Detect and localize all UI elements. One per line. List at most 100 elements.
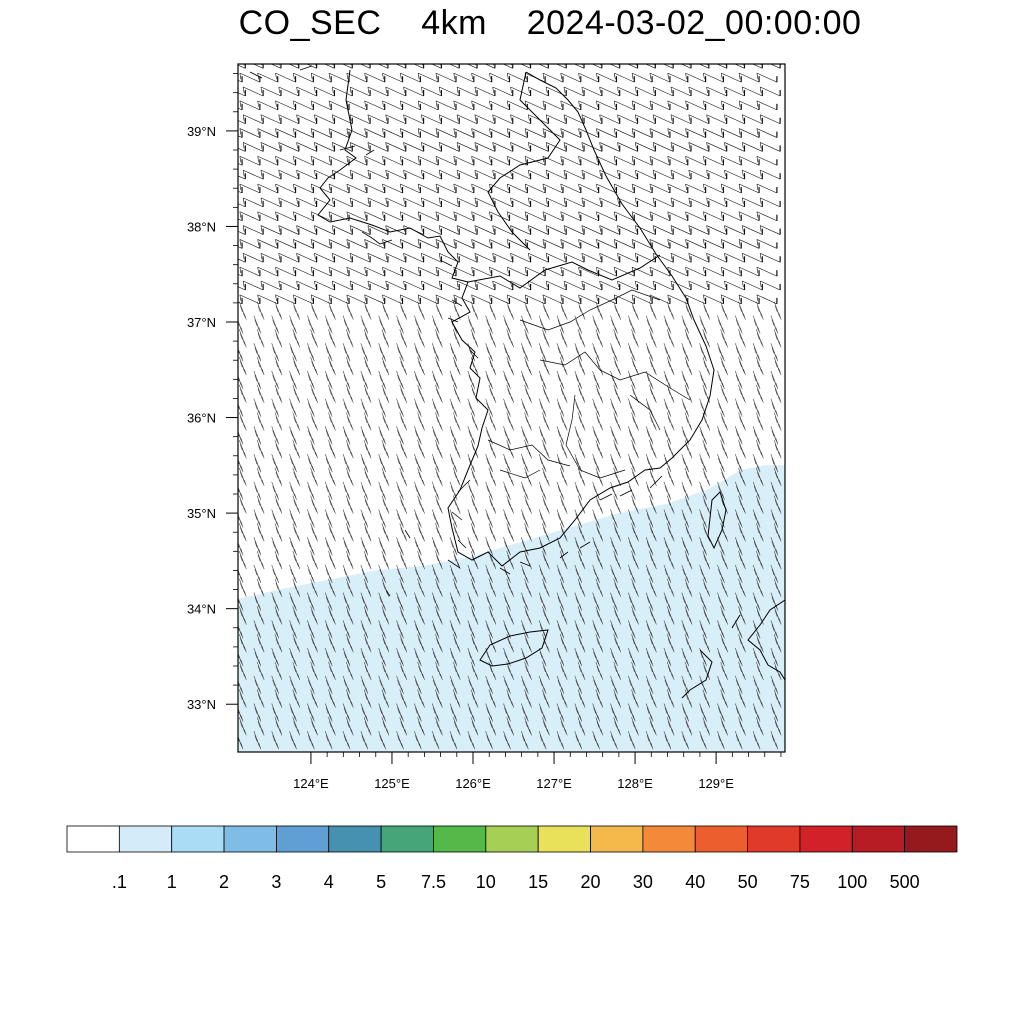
wind-barb bbox=[699, 315, 707, 334]
wind-barb bbox=[328, 384, 336, 403]
wind-barb bbox=[542, 384, 550, 403]
wind-barb bbox=[506, 523, 515, 542]
wind-barb bbox=[663, 315, 672, 334]
wind-barb bbox=[310, 495, 318, 514]
wind-barb bbox=[296, 86, 318, 97]
wind-barb bbox=[756, 717, 764, 736]
wind-barb bbox=[382, 239, 404, 249]
wind-barb bbox=[724, 142, 746, 152]
wind-barb bbox=[453, 100, 475, 111]
wind-barb bbox=[489, 128, 511, 138]
wind-barb bbox=[349, 253, 371, 263]
wind-barb bbox=[503, 454, 511, 473]
wind-barb bbox=[703, 183, 725, 194]
wind-barb bbox=[292, 440, 301, 459]
wind-barb bbox=[577, 357, 586, 376]
colorbar-label: .1 bbox=[112, 872, 127, 892]
wind-barb bbox=[396, 703, 404, 722]
wind-barb bbox=[645, 343, 654, 362]
wind-barb bbox=[488, 329, 497, 348]
wind-barb bbox=[521, 675, 529, 694]
wind-barb bbox=[239, 156, 261, 166]
wind-barb bbox=[545, 169, 567, 180]
wind-barb bbox=[663, 675, 672, 694]
wind-barb bbox=[770, 315, 779, 334]
wind-barb bbox=[470, 440, 479, 459]
wind-barb bbox=[275, 211, 297, 221]
wind-barb bbox=[381, 384, 390, 403]
wind-barb bbox=[627, 647, 636, 667]
wind-barb bbox=[485, 703, 493, 722]
wind-barb bbox=[238, 131, 243, 138]
wind-barb bbox=[292, 634, 301, 653]
wind-barb bbox=[400, 239, 421, 249]
wind-barb bbox=[345, 578, 354, 597]
colorbar-swatch bbox=[223, 825, 277, 853]
wind-barb bbox=[631, 689, 639, 708]
wind-barb bbox=[524, 634, 532, 653]
wind-barb bbox=[345, 357, 354, 376]
wind-barb bbox=[720, 301, 728, 320]
wind-barb bbox=[596, 128, 618, 138]
wind-barb bbox=[364, 100, 386, 111]
wind-barb bbox=[367, 142, 389, 152]
wind-barb bbox=[396, 315, 404, 334]
wind-barb bbox=[400, 183, 421, 194]
wind-barb bbox=[381, 634, 390, 653]
wind-barb bbox=[239, 128, 261, 138]
colorbar-label: 500 bbox=[890, 872, 920, 892]
wind-barb bbox=[717, 315, 725, 334]
wind-barb bbox=[559, 495, 568, 514]
wind-barb bbox=[360, 675, 369, 694]
wind-barb bbox=[274, 634, 283, 653]
wind-barb bbox=[773, 357, 782, 376]
wind-barb bbox=[489, 100, 511, 111]
wind-barb bbox=[724, 114, 746, 124]
wind-barb bbox=[292, 384, 301, 403]
wind-barb bbox=[645, 564, 654, 584]
wind-barb bbox=[773, 717, 782, 736]
wind-barb bbox=[324, 703, 333, 722]
wind-barb bbox=[649, 156, 671, 166]
wind-barb bbox=[239, 72, 261, 83]
wind-barb bbox=[507, 183, 528, 194]
wind-barb bbox=[492, 280, 514, 291]
wind-barb bbox=[756, 266, 778, 277]
wind-barb bbox=[307, 454, 315, 473]
wind-barb bbox=[435, 266, 457, 277]
wind-barb bbox=[613, 689, 621, 708]
wind-barb bbox=[364, 183, 386, 194]
wind-barb bbox=[577, 384, 586, 403]
wind-barb bbox=[488, 634, 497, 653]
wind-barb bbox=[752, 370, 761, 390]
wind-barb bbox=[538, 564, 547, 584]
wind-barb bbox=[556, 481, 565, 500]
wind-barb bbox=[292, 606, 301, 625]
wind-barb bbox=[681, 647, 690, 667]
wind-barb bbox=[349, 225, 371, 235]
wind-barb bbox=[720, 606, 728, 625]
wind-barb bbox=[421, 280, 443, 291]
wind-barb bbox=[488, 717, 497, 736]
wind-barb bbox=[649, 606, 657, 625]
wind-barb bbox=[489, 211, 511, 221]
wind-barb bbox=[542, 100, 564, 111]
wind-barb bbox=[470, 467, 479, 487]
wind-barb bbox=[310, 329, 318, 348]
wind-barb bbox=[452, 717, 461, 736]
wind-barb bbox=[488, 301, 497, 320]
wind-barb bbox=[703, 266, 725, 277]
wind-barb bbox=[292, 717, 301, 736]
wind-barb bbox=[631, 440, 639, 459]
wind-barb bbox=[773, 329, 782, 348]
wind-barb bbox=[613, 239, 635, 249]
wind-barb bbox=[289, 370, 297, 390]
wind-barb bbox=[595, 440, 604, 459]
wind-barb bbox=[239, 294, 261, 305]
colorbar-label: 20 bbox=[581, 872, 601, 892]
wind-barb bbox=[452, 467, 461, 487]
wind-barb bbox=[378, 675, 386, 694]
wind-barb bbox=[756, 550, 764, 570]
wind-barb bbox=[399, 689, 408, 708]
wind-barb bbox=[742, 197, 763, 208]
